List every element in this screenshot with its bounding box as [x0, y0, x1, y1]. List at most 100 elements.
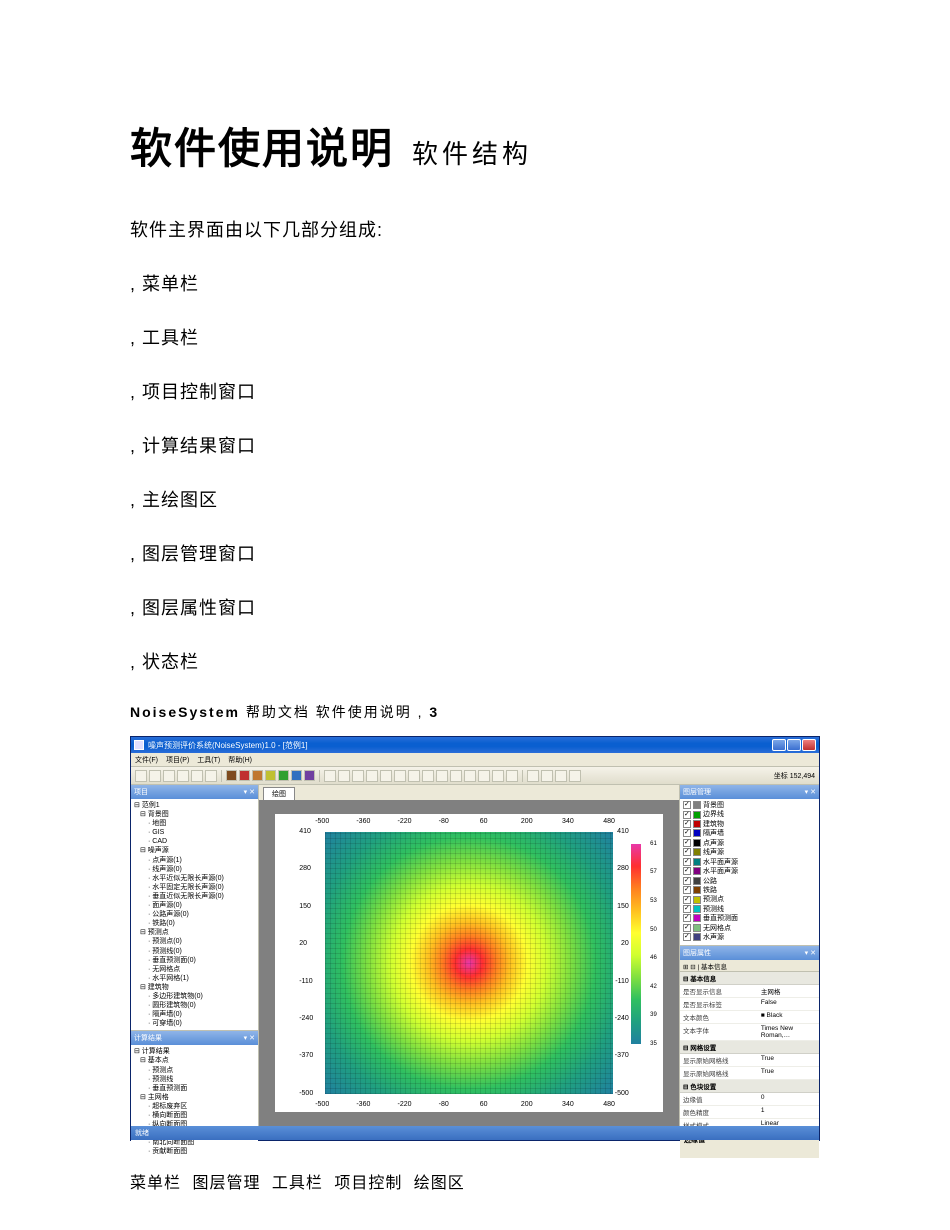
property-value[interactable]: True	[758, 1067, 819, 1079]
layer-item[interactable]: 预测线	[683, 905, 816, 914]
color-swatch-button[interactable]	[252, 770, 263, 781]
canvas[interactable]: -500-500-360-360-220-220-80-806060200200…	[275, 814, 663, 1112]
toolbar-button[interactable]	[569, 770, 581, 782]
toolbar-button[interactable]	[163, 770, 175, 782]
property-row[interactable]: 显示原始网格线True	[680, 1054, 819, 1067]
toolbar-button[interactable]	[191, 770, 203, 782]
close-button[interactable]	[802, 739, 816, 751]
panel-pin-icon[interactable]: ▾ ✕	[805, 949, 816, 957]
property-value[interactable]: 主网格	[758, 985, 819, 997]
tree-item[interactable]: · 点声源(1)	[134, 856, 255, 865]
checkbox-icon[interactable]	[683, 839, 691, 847]
color-swatch-button[interactable]	[226, 770, 237, 781]
tree-item[interactable]: · 贡献断面图	[134, 1147, 255, 1156]
toolbar-button[interactable]	[324, 770, 336, 782]
checkbox-icon[interactable]	[683, 811, 691, 819]
minimize-button[interactable]	[772, 739, 786, 751]
color-swatch-button[interactable]	[291, 770, 302, 781]
tree-item[interactable]: · 预测点(0)	[134, 937, 255, 946]
tree-item[interactable]: ⊟ 预测点	[134, 928, 255, 937]
checkbox-icon[interactable]	[683, 905, 691, 913]
layer-item[interactable]: 隔声墙	[683, 829, 816, 838]
layer-item[interactable]: 垂直预测面	[683, 914, 816, 923]
tree-item[interactable]: · 铁路(0)	[134, 919, 255, 928]
toolbar-button[interactable]	[352, 770, 364, 782]
tree-item[interactable]: · 圆形建筑物(0)	[134, 1001, 255, 1010]
toolbar-button[interactable]	[555, 770, 567, 782]
layer-item[interactable]: 水声源	[683, 933, 816, 942]
tree-item[interactable]: · 水平固定无限长声源(0)	[134, 883, 255, 892]
color-swatch-button[interactable]	[239, 770, 250, 781]
toolbar-button[interactable]	[408, 770, 420, 782]
tree-item[interactable]: · 预测线(0)	[134, 947, 255, 956]
property-row[interactable]: 是否显示信息主网格	[680, 985, 819, 998]
layer-item[interactable]: 水平面声源	[683, 867, 816, 876]
color-swatch-button[interactable]	[304, 770, 315, 781]
layer-item[interactable]: 铁路	[683, 886, 816, 895]
property-value[interactable]: ■ Black	[758, 1011, 819, 1023]
tree-item[interactable]: · 预测点	[134, 1066, 255, 1075]
property-category[interactable]: ⊟ 色块设置	[680, 1080, 819, 1093]
checkbox-icon[interactable]	[683, 933, 691, 941]
toolbar-button[interactable]	[464, 770, 476, 782]
toolbar-button[interactable]	[380, 770, 392, 782]
tree-item[interactable]: · 水平网格(1)	[134, 974, 255, 983]
tree-item[interactable]: ⊟ 主网格	[134, 1093, 255, 1102]
maximize-button[interactable]	[787, 739, 801, 751]
tree-item[interactable]: ⊟ 背景图	[134, 810, 255, 819]
property-value[interactable]: Times New Roman,…	[758, 1024, 819, 1040]
checkbox-icon[interactable]	[683, 801, 691, 809]
toolbar-button[interactable]	[205, 770, 217, 782]
property-row[interactable]: 颜色精度1	[680, 1106, 819, 1119]
layer-item[interactable]: 公路	[683, 877, 816, 886]
checkbox-icon[interactable]	[683, 858, 691, 866]
checkbox-icon[interactable]	[683, 924, 691, 932]
tree-item[interactable]: · 线声源(0)	[134, 865, 255, 874]
toolbar-button[interactable]	[149, 770, 161, 782]
color-swatch-button[interactable]	[278, 770, 289, 781]
property-row[interactable]: 边缘值0	[680, 1093, 819, 1106]
property-grid[interactable]: ⊟ 基本信息是否显示信息主网格是否显示标签False文本颜色■ Black文本字…	[680, 972, 819, 1132]
canvas-tab[interactable]: 绘图	[263, 787, 295, 800]
result-tree[interactable]: ⊟ 计算结果⊟ 基本点· 预测点· 预测线· 垂直预测面⊟ 主网格· 超标废弃区…	[131, 1045, 258, 1158]
tree-item[interactable]: · 多边形建筑物(0)	[134, 992, 255, 1001]
toolbar-button[interactable]	[541, 770, 553, 782]
tree-item[interactable]: · 无网格点	[134, 965, 255, 974]
toolbar-button[interactable]	[506, 770, 518, 782]
layer-item[interactable]: 建筑物	[683, 820, 816, 829]
tree-item[interactable]: ⊟ 基本点	[134, 1056, 255, 1065]
toolbar-button[interactable]	[527, 770, 539, 782]
tree-item[interactable]: · GIS	[134, 828, 255, 837]
tree-item[interactable]: · 面声源(0)	[134, 901, 255, 910]
layer-item[interactable]: 背景图	[683, 801, 816, 810]
panel-pin-icon[interactable]: ▾ ✕	[244, 1034, 255, 1042]
tree-item[interactable]: · 垂直近似无限长声源(0)	[134, 892, 255, 901]
property-value[interactable]: True	[758, 1054, 819, 1066]
toolbar-button[interactable]	[450, 770, 462, 782]
layer-item[interactable]: 边界线	[683, 810, 816, 819]
menu-item[interactable]: 帮助(H)	[228, 755, 252, 765]
tree-item[interactable]: ⊟ 噪声源	[134, 846, 255, 855]
tree-item[interactable]: · 超标废弃区	[134, 1102, 255, 1111]
property-category-selector[interactable]: 基本信息	[701, 964, 727, 971]
toolbar-button[interactable]	[338, 770, 350, 782]
tree-item[interactable]: · 横向断面图	[134, 1111, 255, 1120]
tree-item[interactable]: · 垂直预测面	[134, 1084, 255, 1093]
tree-item[interactable]: · 地图	[134, 819, 255, 828]
property-value[interactable]: 0	[758, 1093, 819, 1105]
menu-item[interactable]: 工具(T)	[197, 755, 220, 765]
tree-item[interactable]: ⊟ 范例1	[134, 801, 255, 810]
tree-item[interactable]: ⊟ 计算结果	[134, 1047, 255, 1056]
checkbox-icon[interactable]	[683, 886, 691, 894]
tree-item[interactable]: · 可穿墙(0)	[134, 1019, 255, 1028]
property-row[interactable]: 显示原始网格线True	[680, 1067, 819, 1080]
layer-item[interactable]: 预测点	[683, 895, 816, 904]
menu-item[interactable]: 项目(P)	[166, 755, 189, 765]
menu-item[interactable]: 文件(F)	[135, 755, 158, 765]
layer-item[interactable]: 无网格点	[683, 924, 816, 933]
toolbar-button[interactable]	[492, 770, 504, 782]
toolbar-button[interactable]	[436, 770, 448, 782]
checkbox-icon[interactable]	[683, 867, 691, 875]
checkbox-icon[interactable]	[683, 820, 691, 828]
property-category[interactable]: ⊟ 基本信息	[680, 972, 819, 985]
